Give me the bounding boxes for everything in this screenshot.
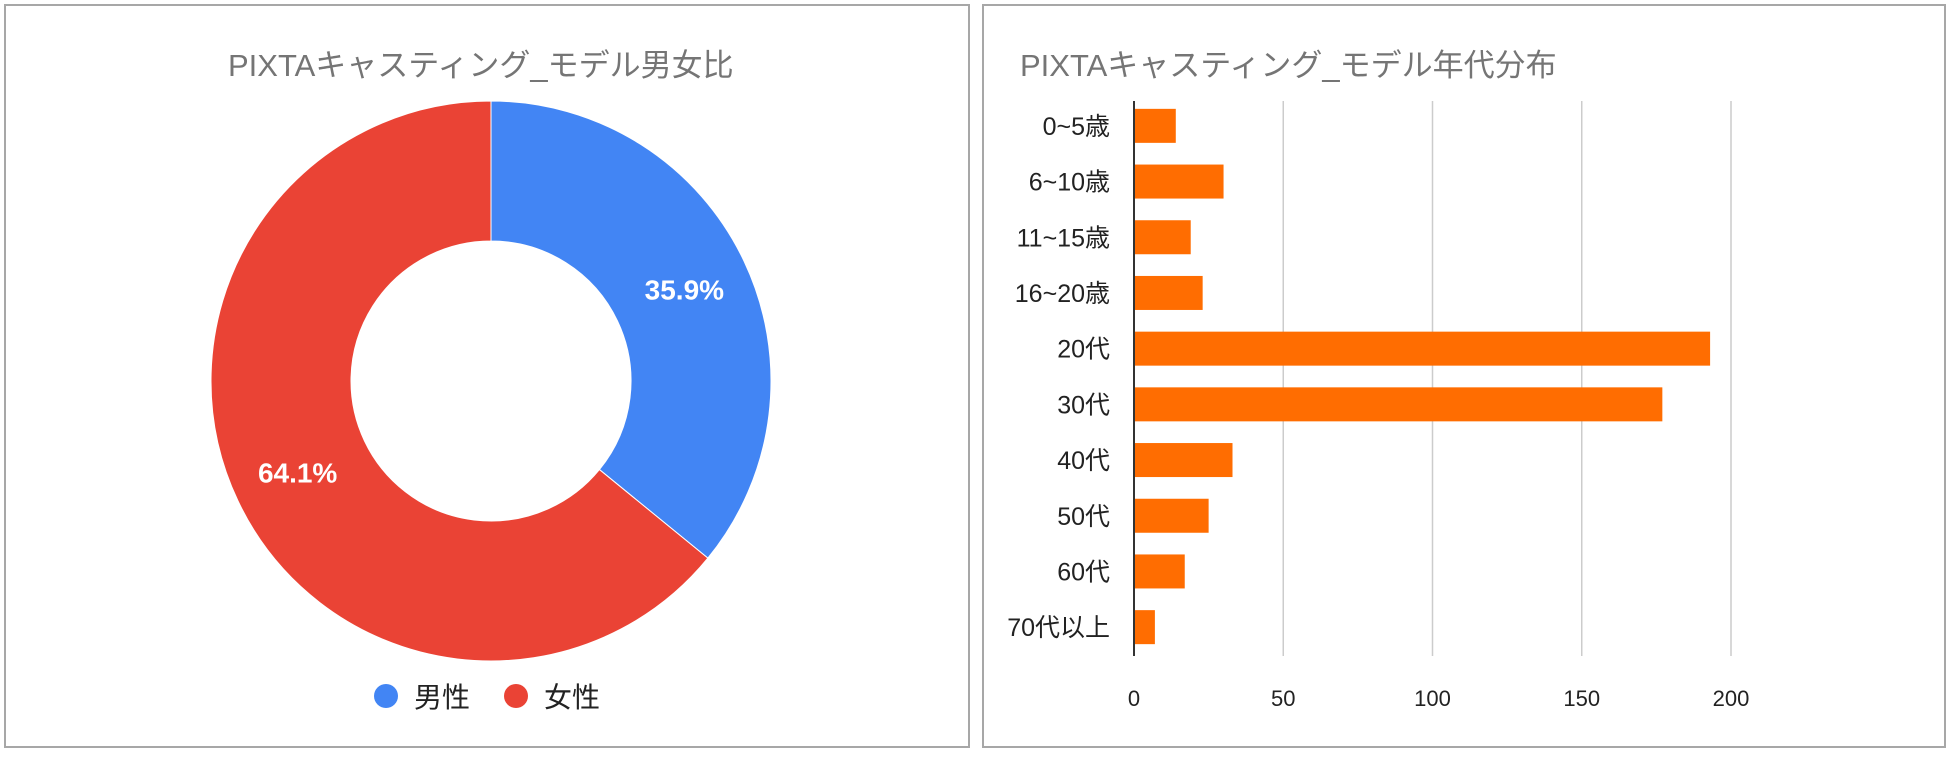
pie-slice-female[interactable] [210, 100, 709, 662]
legend-dot-female [504, 684, 529, 708]
bar[interactable] [1135, 554, 1185, 589]
age-bar-chart: 0 50 100 150 200 0~5歳 6~10歳 11~15歳 16~20歳 20代 30代 4… [1007, 101, 1750, 711]
legend-dot-male [374, 684, 398, 708]
bar[interactable] [1135, 498, 1209, 533]
legend-item-female[interactable]: 女性 [504, 676, 600, 716]
gender-chart-title: PIXTAキャスティング_モデル男女比 [228, 48, 734, 83]
bar[interactable] [1135, 220, 1191, 255]
x-tick-label: 50 [1271, 686, 1295, 711]
pie-label-male: 35.9% [645, 274, 724, 305]
legend-item-male[interactable]: 男性 [374, 676, 470, 716]
y-category-label: 50代 [1057, 503, 1110, 531]
legend-label-male: 男性 [414, 682, 471, 713]
age-chart-title: PIXTAキャスティング_モデル年代分布 [1020, 48, 1557, 83]
y-category-label: 6~10歳 [1029, 169, 1110, 197]
bar[interactable] [1135, 275, 1203, 310]
bar[interactable] [1135, 331, 1711, 366]
legend-label-female: 女性 [544, 682, 601, 713]
y-category-label: 60代 [1057, 558, 1110, 586]
y-category-label: 40代 [1057, 447, 1110, 475]
y-category-label: 70代以上 [1007, 614, 1110, 642]
pie-label-female: 64.1% [258, 458, 337, 489]
gender-donut-chart: 35.9% 64.1% [210, 100, 772, 662]
age-chart-panel: PIXTAキャスティング_モデル年代分布 0 50 100 150 200 0~5歳 6~1… [982, 4, 1946, 748]
y-category-label: 16~20歳 [1015, 280, 1110, 308]
bar[interactable] [1135, 164, 1224, 199]
y-category-label: 11~15歳 [1017, 224, 1110, 252]
pie-slice-male[interactable] [490, 100, 772, 559]
bar[interactable] [1135, 443, 1233, 478]
bar[interactable] [1135, 387, 1663, 422]
bar[interactable] [1135, 108, 1176, 143]
x-tick-label: 100 [1414, 686, 1451, 711]
x-tick-label: 0 [1128, 686, 1140, 711]
y-category-label: 0~5歳 [1043, 113, 1110, 141]
x-tick-label: 150 [1563, 686, 1600, 711]
x-tick-label: 200 [1713, 686, 1750, 711]
gender-chart-panel: PIXTAキャスティング_モデル男女比 35.9% 64.1% 男性 女性 [4, 4, 970, 748]
y-category-label: 30代 [1057, 391, 1110, 419]
gender-legend: 男性 女性 [374, 676, 634, 716]
bar[interactable] [1135, 610, 1155, 645]
y-category-label: 20代 [1057, 336, 1110, 364]
